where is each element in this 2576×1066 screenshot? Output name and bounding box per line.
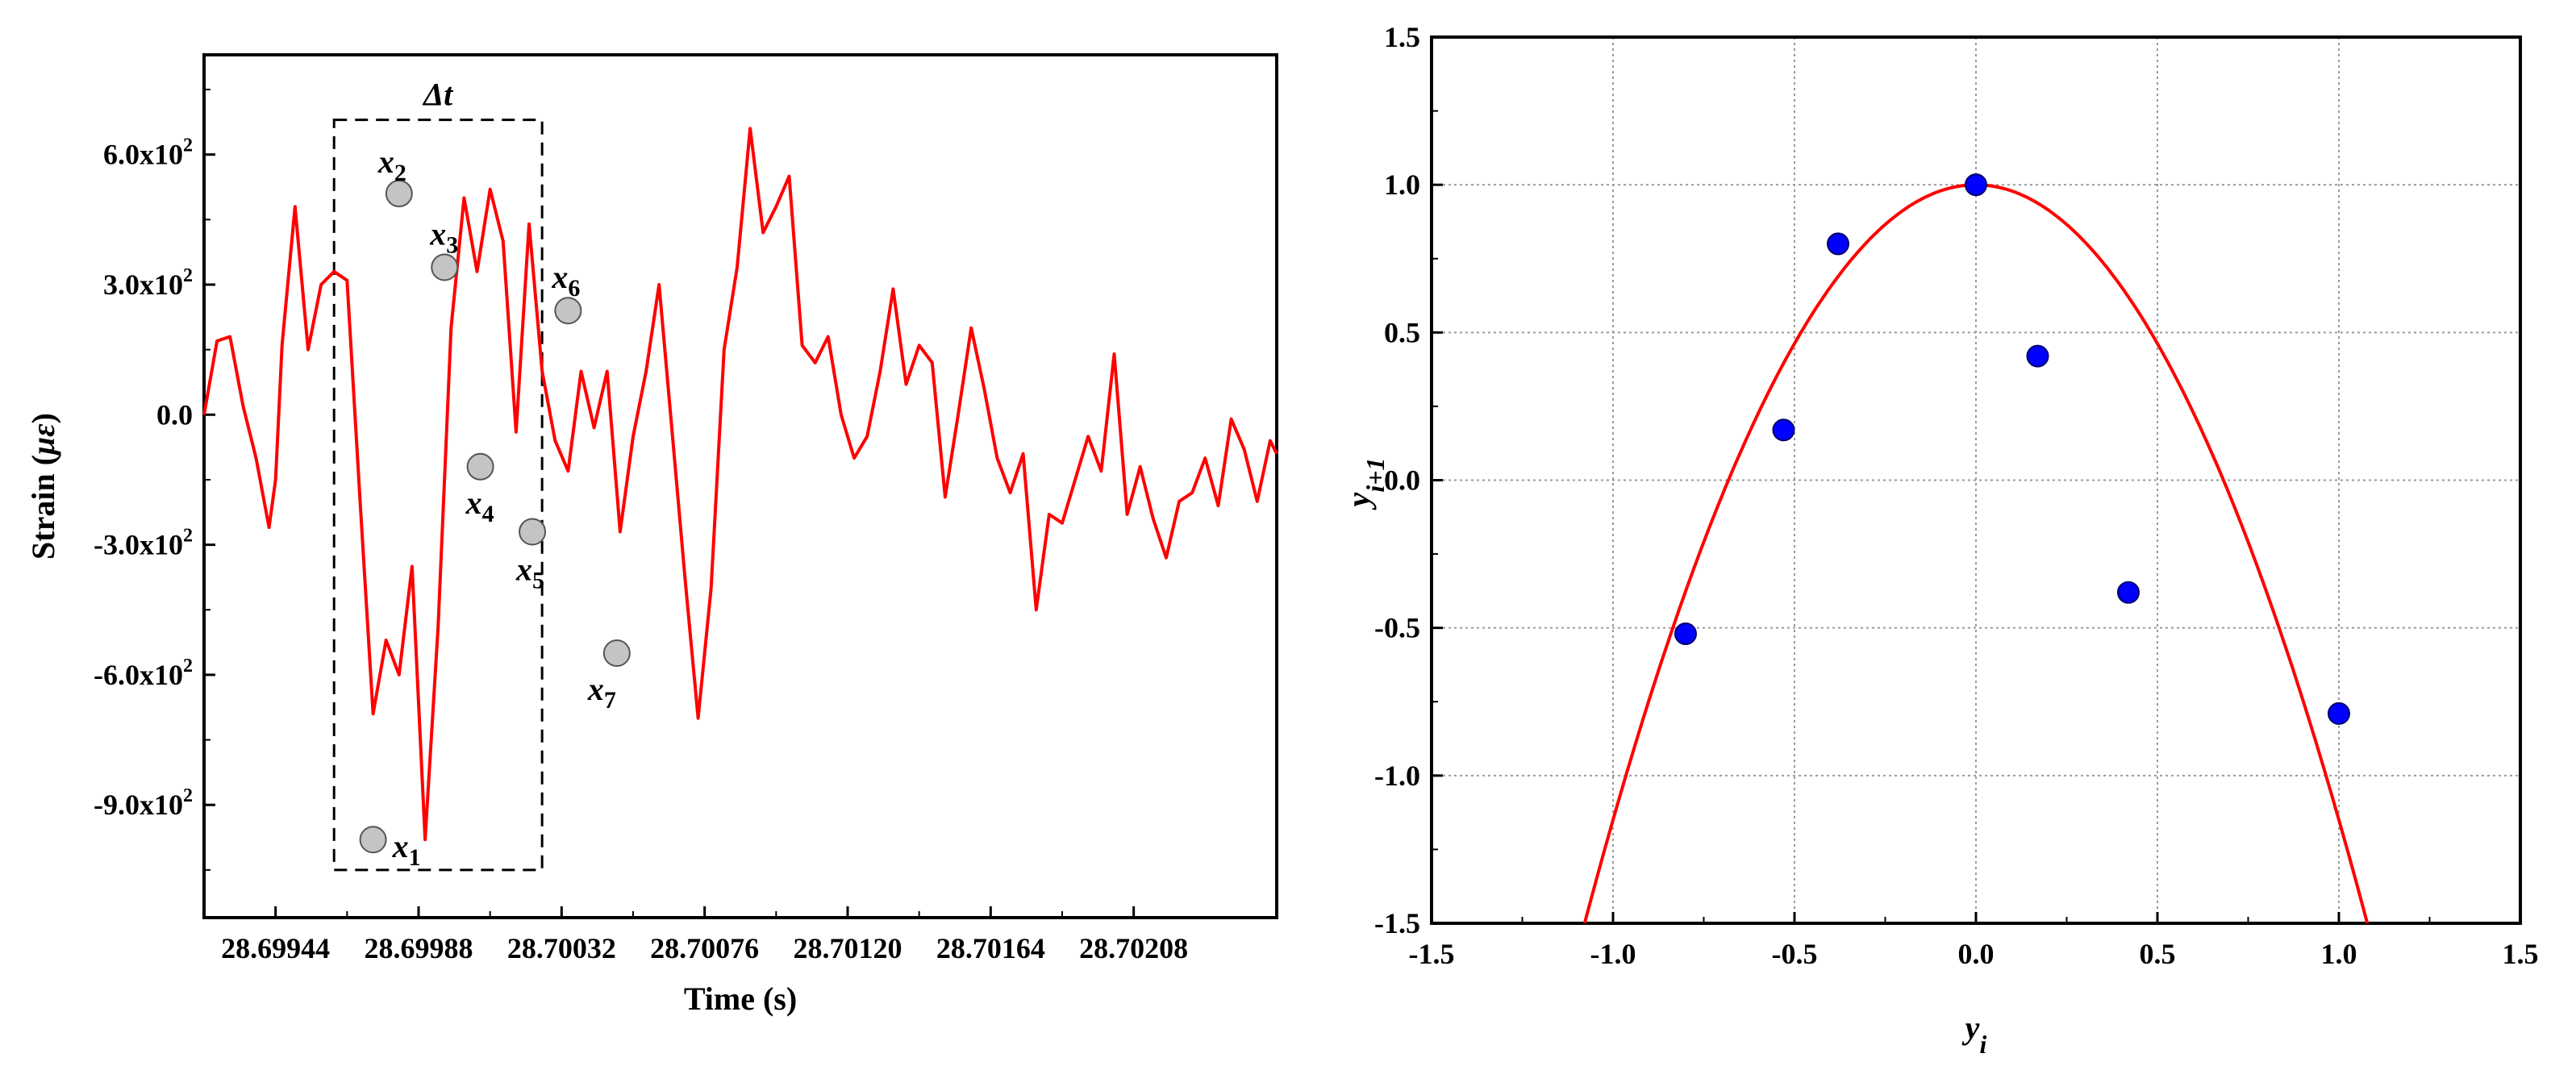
scatter-point-3 — [1827, 232, 1849, 256]
left-x-tick-label: 28.69944 — [221, 932, 330, 964]
right-x-axis-title: yi — [1962, 1010, 1987, 1059]
left-x-tick-label: 28.70164 — [936, 932, 1045, 964]
right-y-tick-label: -1.5 — [1374, 907, 1420, 939]
right-y-tick-label: 0.0 — [1384, 464, 1420, 497]
strain-time-chart: 28.69944 28.69988 28.70032 28.70076 28.70120… — [25, 53, 1278, 1017]
right-x-tick-label: 0.0 — [1958, 938, 1995, 970]
right-x-tick-label: 0.5 — [2140, 938, 2176, 970]
scatter-point-5 — [2026, 344, 2049, 368]
scatter-point-1 — [1674, 622, 1697, 645]
left-marker-x4 — [466, 452, 494, 481]
left-plot-area: Δt x1 x2 x3 x4 x5 x6 x7 — [202, 77, 1278, 872]
left-x-tick-label: 28.70076 — [650, 932, 759, 964]
left-x-tick-label: 28.70120 — [794, 932, 902, 964]
left-x-tick-label: 28.69988 — [365, 932, 473, 964]
left-y-axis-title: Strain (με) — [25, 413, 61, 560]
left-marker-label-x4: x4 — [465, 485, 494, 527]
left-x-tick-label: 28.70208 — [1079, 932, 1188, 964]
left-y-tick-label: 3.0x102 — [103, 265, 193, 301]
left-y-tick-label: -9.0x102 — [94, 785, 193, 821]
left-plot-frame — [202, 53, 1278, 919]
scatter-point-4 — [1965, 173, 1987, 197]
right-grid — [1431, 36, 2521, 924]
left-marker-label-x6: x6 — [551, 259, 580, 302]
left-marker-label-x7: x7 — [587, 671, 616, 714]
left-y-tick-label: -3.0x102 — [94, 526, 193, 561]
left-x-tick-label: 28.70032 — [507, 932, 616, 964]
right-y-tick-label: 1.5 — [1384, 21, 1420, 53]
left-marker-x7 — [602, 639, 631, 668]
right-y-axis-title: yi+1 — [1340, 458, 1390, 510]
left-y-tick-label: 0.0 — [156, 398, 193, 431]
right-y-tick-label: -1.0 — [1374, 760, 1420, 792]
delta-t-label: Δt — [422, 77, 454, 113]
left-marker-label-x2: x2 — [377, 144, 406, 186]
return-map-chart: -1.5 -1.0 -0.5 0.0 0.5 1.0 1.5 -1.5 -1.0 -0.5 0.0… — [1340, 21, 2539, 1059]
left-marker-x6 — [554, 297, 582, 325]
left-marker-x2 — [385, 180, 413, 208]
scatter-point-2 — [1772, 418, 1795, 442]
left-y-tick-label: 6.0x102 — [103, 135, 193, 171]
scatter-point-6 — [2117, 581, 2140, 604]
right-x-tick-label: -1.0 — [1590, 938, 1636, 970]
right-y-ticks: -1.5 -1.0 -0.5 0.0 0.5 1.0 1.5 — [1374, 21, 1443, 939]
right-x-ticks: -1.5 -1.0 -0.5 0.0 0.5 1.0 1.5 — [1409, 912, 2539, 970]
right-x-tick-label: -0.5 — [1772, 938, 1818, 970]
strain-series-line — [202, 127, 1278, 842]
right-x-tick-label: 1.0 — [2321, 938, 2357, 970]
left-y-ticks: -9.0x102 -6.0x102 -3.0x102 0.0 3.0x102 6.0x10… — [94, 89, 215, 871]
left-x-axis-title: Time (s) — [684, 981, 797, 1017]
left-marker-x1 — [359, 826, 387, 854]
right-x-tick-label: 1.5 — [2503, 938, 2539, 970]
left-marker-x3 — [431, 253, 459, 281]
scatter-point-7 — [2328, 702, 2350, 725]
right-points — [1674, 173, 2350, 725]
left-marker-label-x3: x3 — [429, 215, 458, 258]
right-y-tick-label: 1.0 — [1384, 169, 1420, 201]
delta-t-box — [332, 119, 544, 872]
right-x-tick-label: -1.5 — [1409, 938, 1455, 970]
right-y-tick-label: -0.5 — [1374, 612, 1420, 644]
left-y-tick-label: -6.0x102 — [94, 656, 193, 691]
right-y-tick-label: 0.5 — [1384, 316, 1420, 348]
left-marker-label-x1: x1 — [392, 828, 421, 871]
left-marker-label-x5: x5 — [515, 551, 544, 593]
left-marker-x5 — [519, 518, 547, 546]
left-markers: x1 x2 x3 x4 x5 x6 x7 — [359, 144, 631, 871]
left-x-ticks: 28.69944 28.69988 28.70032 28.70076 28.70120… — [221, 906, 1188, 964]
